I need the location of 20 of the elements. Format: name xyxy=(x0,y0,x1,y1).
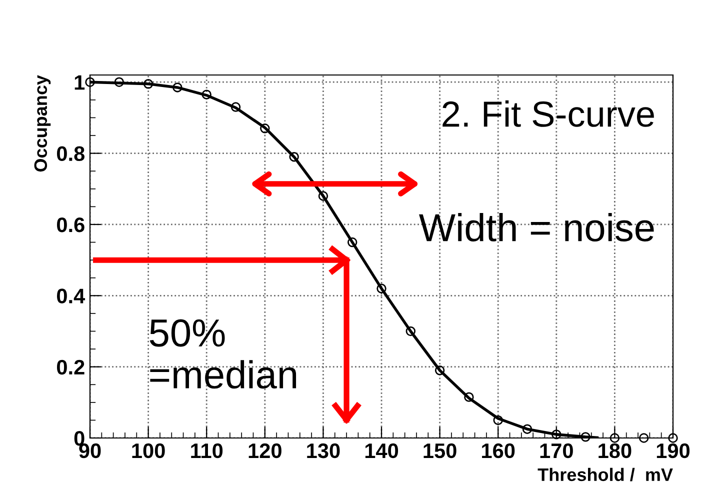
x-tick-label: 140 xyxy=(365,443,398,458)
x-tick-label: 150 xyxy=(424,443,456,458)
x-tick-label: 120 xyxy=(248,443,282,458)
x-tick-label: 100 xyxy=(132,443,165,458)
x-tick-label: 110 xyxy=(191,443,223,458)
annotation: Width = noise xyxy=(418,212,654,242)
annotation: 2. Fit S-curve xyxy=(442,100,654,127)
y-axis-title: Occupancy xyxy=(34,75,51,172)
x-tick-label: 170 xyxy=(540,443,573,458)
y-tick-label: 0.4 xyxy=(57,288,86,304)
x-tick-label: 190 xyxy=(656,443,690,458)
y-tick-label: 0.6 xyxy=(57,217,84,232)
x-tick-label: 130 xyxy=(307,443,340,458)
y-tick-label: 1 xyxy=(74,75,85,90)
y-tick-label: 0.2 xyxy=(57,360,84,375)
x-axis-title: Threshold / mV xyxy=(538,468,673,482)
annotation: 50% =median xyxy=(150,319,296,389)
y-tick-label: 0.8 xyxy=(57,146,84,162)
x-tick-label: 160 xyxy=(482,443,515,458)
x-tick-label: 180 xyxy=(598,443,632,458)
